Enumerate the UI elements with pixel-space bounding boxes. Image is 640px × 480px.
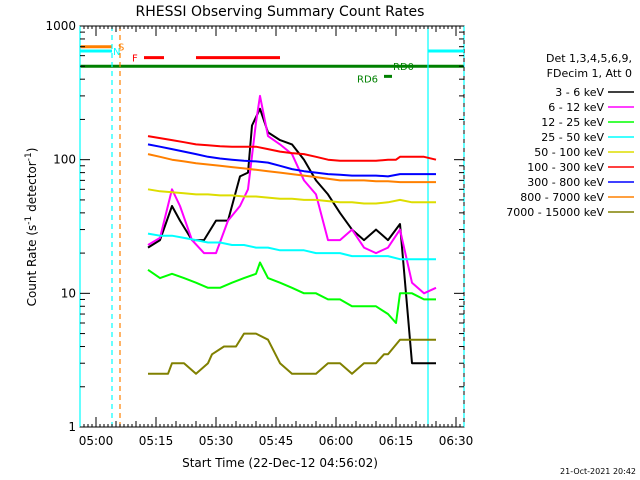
y-axis-label: Count Rate (s-1 detector-1)	[24, 148, 39, 307]
legend-label-8: 7000 - 15000 keV	[506, 206, 604, 219]
marker-layer: SN F RD0 RD6	[80, 43, 464, 85]
series-line-5	[147, 135, 437, 162]
legend-label-2: 12 - 25 keV	[541, 116, 604, 129]
x-axis-label: Start Time (22-Dec-12 04:56:02)	[182, 456, 378, 470]
series-line-8	[148, 332, 436, 375]
legend-label-1: 6 - 12 keV	[548, 101, 604, 114]
x-tick-label-4: 06:00	[319, 434, 354, 448]
marker-f-label: F	[132, 54, 138, 65]
chart-title: RHESSI Observing Summary Count Rates	[136, 4, 425, 20]
plot-frame	[79, 25, 465, 428]
y-tick-label-1: 10	[61, 286, 76, 300]
legend-header-line-2: FDecim 1, Att 0	[547, 67, 632, 80]
series-line-7	[147, 153, 436, 184]
series-line-1	[147, 94, 437, 295]
y-axis: 1 10 100 1000	[45, 19, 464, 434]
series-line-2	[147, 261, 436, 324]
x-tick-label-6: 06:30	[439, 434, 474, 448]
legend-label-4: 50 - 100 keV	[534, 146, 604, 159]
legend-label-7: 800 - 7000 keV	[520, 191, 604, 204]
x-axis: 05:00 05:15 05:30 05:45 06:00 06:15 06:30	[79, 26, 474, 448]
legend-label-0: 3 - 6 keV	[555, 86, 604, 99]
y-tick-label-2: 100	[53, 153, 76, 167]
legend-label-6: 300 - 800 keV	[527, 176, 604, 189]
x-tick-label-3: 05:45	[259, 434, 294, 448]
vertical-markers	[79, 26, 465, 427]
series-line-6	[147, 143, 436, 178]
marker-n-label: N	[113, 47, 120, 58]
x-tick-label-1: 05:15	[139, 434, 174, 448]
legend-label-5: 100 - 300 keV	[527, 161, 604, 174]
y-tick-label-0: 1	[68, 420, 76, 434]
legend-header-line-1: Det 1,3,4,5,6,9,	[546, 52, 632, 65]
x-tick-label-0: 05:00	[79, 434, 114, 448]
series-line-3	[147, 232, 436, 261]
x-tick-label-5: 06:15	[379, 434, 414, 448]
y-tick-label-3: 1000	[45, 19, 76, 33]
legend-label-3: 25 - 50 keV	[541, 131, 604, 144]
x-tick-label-2: 05:30	[199, 434, 234, 448]
legend: Det 1,3,4,5,6,9, FDecim 1, Att 0 3 - 6 k…	[506, 52, 634, 219]
series-layer	[147, 94, 437, 375]
marker-s-label: S	[118, 43, 124, 54]
footer-date: 21-Oct-2021 20:42	[560, 467, 636, 476]
marker-rd0-label: RD0	[393, 62, 414, 73]
series-line-4	[147, 188, 436, 205]
marker-rd6-label: RD6	[357, 74, 378, 85]
